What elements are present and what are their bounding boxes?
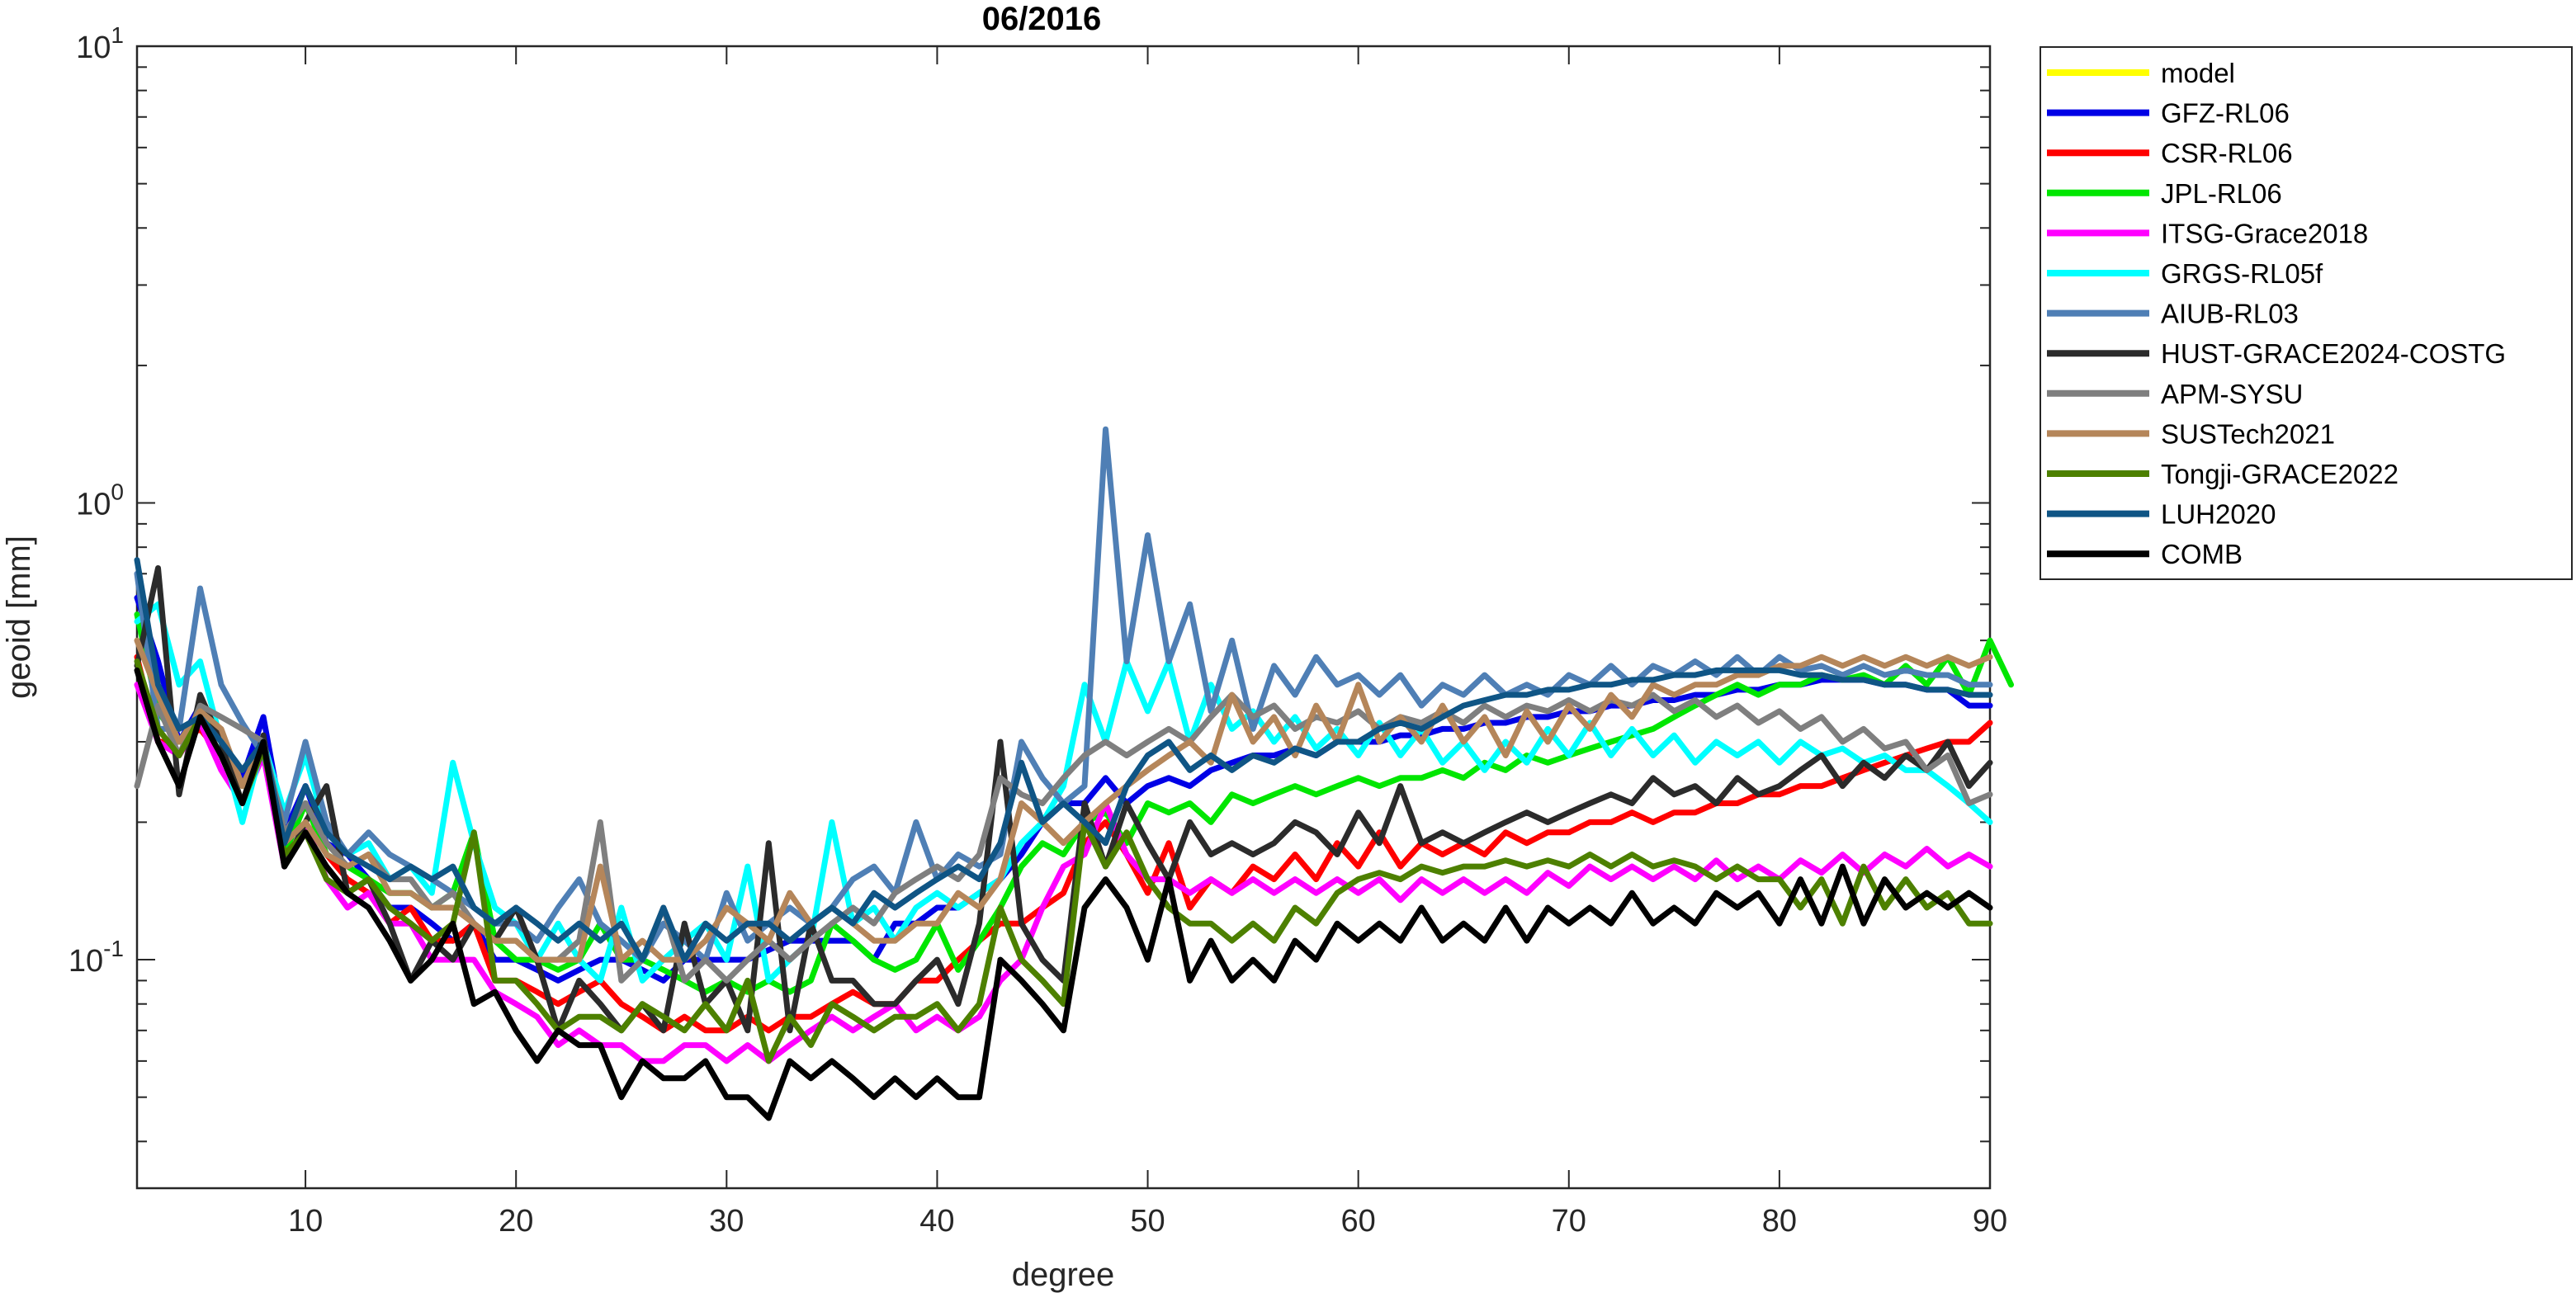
legend-label: JPL-RL06 bbox=[2161, 178, 2282, 209]
x-tick-label: 10 bbox=[288, 1204, 323, 1239]
legend-label: APM-SYSU bbox=[2161, 379, 2303, 409]
y-tick-label: 100 bbox=[76, 479, 124, 522]
legend: model GFZ-RL06 CSR-RL06 JPL-RL06 ITSG-Grace2… bbox=[2040, 46, 2573, 580]
series-line-sustech2021 bbox=[134, 637, 1993, 963]
legend-label: GRGS-RL05f bbox=[2161, 258, 2323, 289]
series-lines bbox=[134, 426, 2014, 1121]
x-tick-label: 70 bbox=[1552, 1204, 1586, 1239]
x-tick-label: 60 bbox=[1341, 1204, 1376, 1239]
legend-label: model bbox=[2161, 58, 2235, 88]
legend-label: ITSG-Grace2018 bbox=[2161, 218, 2368, 248]
legend-label: CSR-RL06 bbox=[2161, 138, 2293, 168]
x-tick-label: 30 bbox=[709, 1204, 744, 1239]
series-line-comb bbox=[134, 667, 1993, 1121]
y-tick-label: 10-1 bbox=[69, 936, 124, 979]
y-axis-label: geoid [mm] bbox=[1, 536, 37, 699]
y-tick-label: 101 bbox=[76, 22, 124, 65]
x-tick-label: 50 bbox=[1130, 1204, 1165, 1239]
legend-label: AIUB-RL03 bbox=[2161, 299, 2299, 329]
x-tick-label: 90 bbox=[1973, 1204, 2007, 1239]
series-line-grgs-rl05f bbox=[134, 601, 1993, 984]
x-axis-label: degree bbox=[1012, 1257, 1115, 1293]
x-axis: 10 20 30 40 50 60 70 80 90 bbox=[288, 46, 2007, 1239]
legend-label: Tongji-GRACE2022 bbox=[2161, 459, 2399, 489]
x-tick-label: 20 bbox=[499, 1204, 533, 1239]
legend-label: HUST-GRACE2024-COSTG bbox=[2161, 338, 2506, 369]
x-tick-label: 80 bbox=[1762, 1204, 1797, 1239]
series-line-itsg-grace2018 bbox=[134, 682, 1993, 1064]
x-tick-label: 40 bbox=[919, 1204, 954, 1239]
legend-label: GFZ-RL06 bbox=[2161, 98, 2290, 129]
chart-title: 06/2016 bbox=[982, 1, 1102, 37]
series-line-tongji-grace2022 bbox=[134, 658, 1993, 1064]
legend-label: COMB bbox=[2161, 539, 2243, 569]
legend-label: SUSTech2021 bbox=[2161, 418, 2335, 449]
series-line-apm-sysu bbox=[134, 691, 1993, 984]
legend-label: LUH2020 bbox=[2161, 499, 2276, 530]
series-line-luh2020 bbox=[134, 557, 1993, 963]
